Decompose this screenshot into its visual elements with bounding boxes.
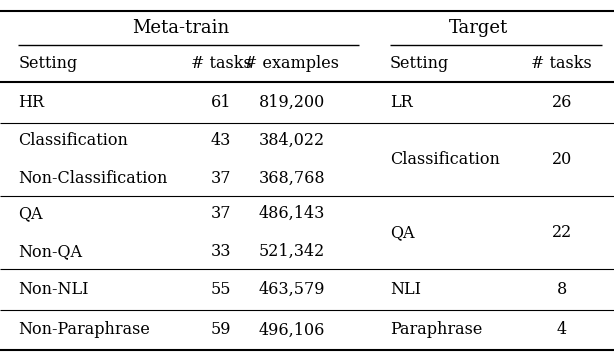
Text: 368,768: 368,768: [258, 170, 325, 187]
Text: 33: 33: [211, 243, 231, 260]
Text: Non-QA: Non-QA: [18, 243, 82, 260]
Text: Classification: Classification: [18, 132, 128, 149]
Text: Setting: Setting: [390, 55, 449, 72]
Text: 384,022: 384,022: [258, 132, 325, 149]
Text: 20: 20: [552, 151, 572, 168]
Text: QA: QA: [390, 224, 414, 241]
Text: 59: 59: [211, 321, 231, 338]
Text: 61: 61: [211, 94, 231, 111]
Text: Classification: Classification: [390, 151, 500, 168]
Text: 8: 8: [557, 281, 567, 298]
Text: 463,579: 463,579: [258, 281, 325, 298]
Text: 37: 37: [211, 205, 231, 222]
Text: Non-Paraphrase: Non-Paraphrase: [18, 321, 150, 338]
Text: QA: QA: [18, 205, 43, 222]
Text: Meta-train: Meta-train: [133, 19, 230, 37]
Text: 55: 55: [211, 281, 231, 298]
Text: NLI: NLI: [390, 281, 421, 298]
Text: Paraphrase: Paraphrase: [390, 321, 482, 338]
Text: 819,200: 819,200: [258, 94, 325, 111]
Text: 486,143: 486,143: [258, 205, 325, 222]
Text: Setting: Setting: [18, 55, 77, 72]
Text: 43: 43: [211, 132, 231, 149]
Text: 521,342: 521,342: [258, 243, 325, 260]
Text: # tasks: # tasks: [532, 55, 592, 72]
Text: Non-Classification: Non-Classification: [18, 170, 168, 187]
Text: Non-NLI: Non-NLI: [18, 281, 89, 298]
Text: # tasks: # tasks: [191, 55, 251, 72]
Text: Target: Target: [449, 19, 508, 37]
Text: # examples: # examples: [244, 55, 339, 72]
Text: HR: HR: [18, 94, 45, 111]
Text: 22: 22: [552, 224, 572, 241]
Text: LR: LR: [390, 94, 413, 111]
Text: 4: 4: [557, 321, 567, 338]
Text: 26: 26: [551, 94, 572, 111]
Text: 37: 37: [211, 170, 231, 187]
Text: 496,106: 496,106: [258, 321, 325, 338]
